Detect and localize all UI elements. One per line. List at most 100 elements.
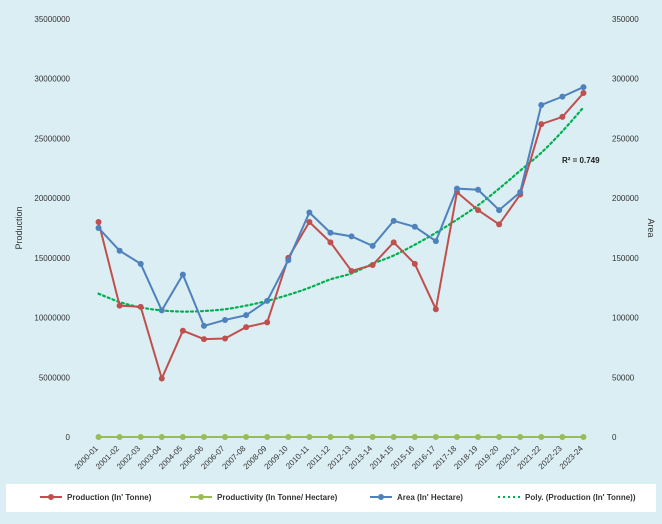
data-point-production-in-tonne: [264, 319, 271, 326]
legend-marker-area-in-hectare: [378, 494, 384, 500]
data-point-productivity-in-tonne-hectare: [453, 434, 460, 440]
y2-tick-label: 250000: [612, 134, 639, 143]
data-point-area-in-hectare: [137, 260, 144, 267]
series-line-production-in-tonne: [97, 92, 585, 382]
data-point-production-in-tonne: [580, 90, 587, 97]
y-tick-label: 30000000: [34, 75, 70, 84]
y-tick-label: 5000000: [39, 373, 71, 382]
y2-tick-label: 300000: [612, 75, 639, 84]
y2-tick-label: 0: [612, 433, 617, 442]
data-point-production-in-tonne: [538, 121, 545, 128]
left-axis-title: Production: [14, 206, 24, 249]
data-point-area-in-hectare: [559, 93, 566, 100]
data-point-area-in-hectare: [264, 297, 271, 304]
data-point-productivity-in-tonne-hectare: [327, 434, 334, 440]
data-point-production-in-tonne: [559, 113, 566, 120]
data-point-productivity-in-tonne-hectare: [348, 434, 355, 440]
data-point-production-in-tonne: [222, 335, 229, 342]
data-point-area-in-hectare: [411, 223, 418, 230]
legend-box: [6, 484, 656, 512]
data-point-production-in-tonne: [95, 219, 102, 226]
y2-tick-label: 200000: [612, 194, 639, 203]
data-point-productivity-in-tonne-hectare: [369, 434, 376, 440]
data-point-production-in-tonne: [348, 267, 355, 274]
data-point-production-in-tonne: [432, 306, 439, 313]
data-point-area-in-hectare: [306, 209, 313, 216]
data-point-production-in-tonne: [179, 327, 186, 334]
legend-marker-productivity-in-tonne-hectare: [198, 494, 204, 500]
data-point-area-in-hectare: [475, 186, 482, 193]
data-point-production-in-tonne: [243, 324, 250, 331]
data-point-production-in-tonne: [369, 262, 376, 269]
series-layer: [95, 84, 587, 440]
legend-label-area-in-hectare: Area (In' Hectare): [397, 493, 463, 502]
data-point-area-in-hectare: [538, 101, 545, 108]
data-point-production-in-tonne: [306, 219, 313, 226]
data-point-production-in-tonne: [475, 207, 482, 214]
data-point-productivity-in-tonne-hectare: [243, 434, 250, 440]
y-tick-label: 10000000: [34, 314, 70, 323]
data-point-area-in-hectare: [116, 247, 123, 254]
series-line-poly-production-in-tonne: [97, 106, 585, 313]
y2-tick-label: 50000: [612, 373, 635, 382]
data-point-productivity-in-tonne-hectare: [411, 434, 418, 440]
data-point-production-in-tonne: [116, 302, 123, 309]
y-tick-label: 0: [66, 433, 71, 442]
data-point-productivity-in-tonne-hectare: [137, 434, 144, 440]
data-point-area-in-hectare: [580, 84, 587, 91]
left-axis-ticks: 0 5000000 10000000 15000000 20000000 25000000…: [34, 15, 70, 442]
data-point-productivity-in-tonne-hectare: [264, 434, 271, 440]
data-point-productivity-in-tonne-hectare: [95, 434, 102, 440]
y-tick-label: 15000000: [34, 254, 70, 263]
y-tick-label: 25000000: [34, 134, 70, 143]
data-point-production-in-tonne: [200, 336, 207, 343]
data-point-productivity-in-tonne-hectare: [158, 434, 165, 440]
data-point-area-in-hectare: [158, 307, 165, 314]
legend-label-production-in-tonne: Production (In' Tonne): [67, 493, 152, 502]
data-point-area-in-hectare: [453, 185, 460, 192]
data-point-area-in-hectare: [200, 322, 207, 329]
data-point-area-in-hectare: [369, 242, 376, 249]
data-point-productivity-in-tonne-hectare: [538, 434, 545, 440]
data-point-productivity-in-tonne-hectare: [222, 434, 229, 440]
data-point-area-in-hectare: [496, 207, 503, 214]
data-point-area-in-hectare: [95, 225, 102, 231]
data-point-production-in-tonne: [137, 303, 144, 310]
data-point-area-in-hectare: [222, 316, 229, 323]
y2-tick-label: 150000: [612, 254, 639, 263]
data-point-productivity-in-tonne-hectare: [285, 434, 292, 440]
data-point-production-in-tonne: [496, 221, 503, 228]
y-tick-label: 20000000: [34, 194, 70, 203]
data-point-production-in-tonne: [327, 239, 334, 246]
right-axis-title: Area: [646, 218, 656, 237]
data-point-productivity-in-tonne-hectare: [306, 434, 313, 440]
right-axis-ticks: 0 50000 100000 150000 200000 250000 300000 3500…: [612, 15, 639, 442]
data-point-productivity-in-tonne-hectare: [390, 434, 397, 440]
data-point-production-in-tonne: [390, 239, 397, 246]
y2-tick-label: 100000: [612, 314, 639, 323]
data-point-area-in-hectare: [348, 233, 355, 240]
legend-marker-production-in-tonne: [48, 494, 54, 500]
data-point-area-in-hectare: [327, 229, 334, 236]
y-tick-label: 35000000: [34, 15, 70, 24]
data-point-productivity-in-tonne-hectare: [475, 434, 482, 440]
data-point-productivity-in-tonne-hectare: [116, 434, 123, 440]
data-point-productivity-in-tonne-hectare: [517, 434, 524, 440]
data-point-production-in-tonne: [158, 375, 165, 382]
legend: Production (In' Tonne) Productivity (In T…: [40, 493, 636, 502]
data-point-area-in-hectare: [179, 271, 186, 278]
data-point-productivity-in-tonne-hectare: [559, 434, 566, 440]
legend-label-productivity-in-tonne-hectare: Productivity (In Tonne/ Hectare): [217, 493, 338, 502]
data-point-productivity-in-tonne-hectare: [496, 434, 503, 440]
y2-tick-label: 350000: [612, 15, 639, 24]
legend-label-poly-production-in-tonne: Poly. (Production (In' Tonne)): [525, 493, 636, 502]
data-point-productivity-in-tonne-hectare: [179, 434, 186, 440]
data-point-area-in-hectare: [517, 189, 524, 196]
data-point-productivity-in-tonne-hectare: [432, 434, 439, 440]
data-point-productivity-in-tonne-hectare: [580, 434, 587, 440]
data-point-production-in-tonne: [411, 260, 418, 267]
data-point-area-in-hectare: [390, 217, 397, 224]
